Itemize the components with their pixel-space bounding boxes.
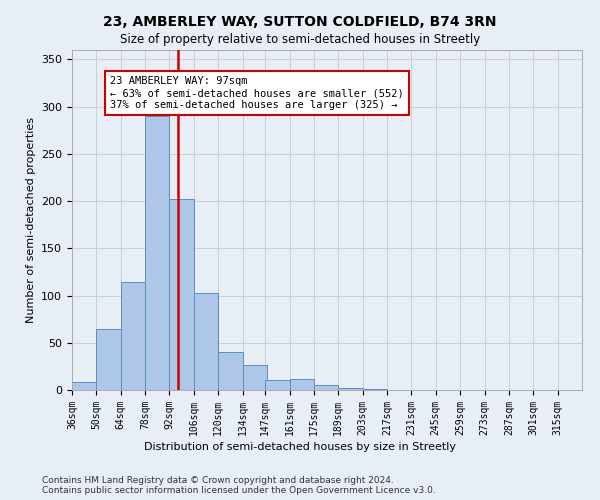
- Text: Distribution of semi-detached houses by size in Streetly: Distribution of semi-detached houses by …: [144, 442, 456, 452]
- Bar: [72, 382, 97, 390]
- Bar: [265, 380, 290, 390]
- Text: 23, AMBERLEY WAY, SUTTON COLDFIELD, B74 3RN: 23, AMBERLEY WAY, SUTTON COLDFIELD, B74 …: [103, 15, 497, 29]
- Text: Size of property relative to semi-detached houses in Streetly: Size of property relative to semi-detach…: [120, 32, 480, 46]
- Y-axis label: Number of semi-detached properties: Number of semi-detached properties: [26, 117, 35, 323]
- Bar: [97, 328, 121, 390]
- Bar: [121, 282, 145, 390]
- Text: Contains HM Land Registry data © Crown copyright and database right 2024.: Contains HM Land Registry data © Crown c…: [42, 476, 394, 485]
- Bar: [362, 389, 387, 390]
- Bar: [218, 352, 242, 390]
- Text: Contains public sector information licensed under the Open Government Licence v3: Contains public sector information licen…: [42, 486, 436, 495]
- Bar: [290, 378, 314, 390]
- Bar: [145, 116, 169, 390]
- Bar: [338, 388, 362, 390]
- Bar: [194, 292, 218, 390]
- Bar: [314, 386, 338, 390]
- Text: 23 AMBERLEY WAY: 97sqm
← 63% of semi-detached houses are smaller (552)
37% of se: 23 AMBERLEY WAY: 97sqm ← 63% of semi-det…: [110, 76, 404, 110]
- Bar: [169, 199, 194, 390]
- Bar: [242, 364, 267, 390]
